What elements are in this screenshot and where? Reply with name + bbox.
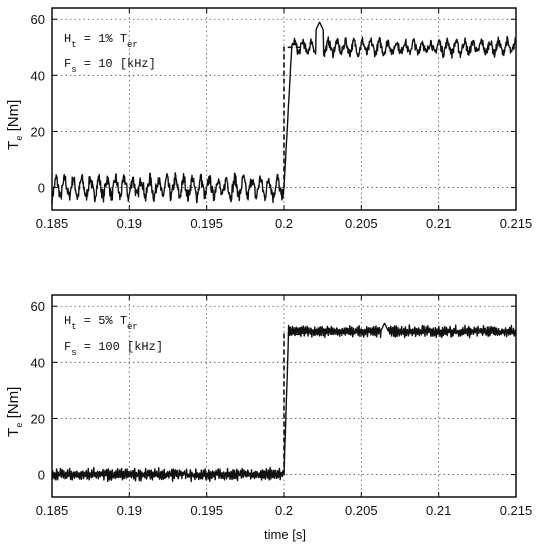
legend-annotation: Ht = 1% Ter Fs = 10 [kHz] [64,32,156,75]
tick-labels: 0.185 0.19 0.195 0.2 0.205 0.21 0.215 0 20 40 60 [31,299,533,518]
legend-annotation: Ht = 5% Ter Fs = 100 [kHz] [64,314,163,358]
y-axis-label: Te[Nm] [5,387,25,437]
actual-torque-line [51,21,517,205]
annotation-line-2: Fs = 100 [kHz] [64,340,163,358]
chart-panel-top: 0.185 0.19 0.195 0.2 0.205 0.21 0.215 0 20 40 60 T… [5,7,533,231]
grid-lines [52,8,516,210]
x-tick-label: 0.195 [190,503,223,518]
x-tick-label: 0.215 [500,503,533,518]
y-tick-label: 20 [31,124,45,139]
x-axis-label: time [s] [264,527,306,542]
annotation-line-2: Fs = 10 [kHz] [64,57,156,75]
y-axis-label: Te[Nm] [5,100,25,150]
reference-torque-line [283,46,303,188]
y-tick-label: 0 [38,468,45,483]
tick-marks [51,8,517,210]
x-tick-label: 0.215 [500,216,533,231]
x-tick-label: 0.21 [426,503,451,518]
x-tick-label: 0.2 [275,216,293,231]
y-tick-label: 40 [31,355,45,370]
x-tick-label: 0.205 [345,216,378,231]
x-tick-label: 0.21 [426,216,451,231]
y-tick-label: 60 [31,299,45,314]
chart-panel-bottom: 0.185 0.19 0.195 0.2 0.205 0.21 0.215 0 20 40 60 T… [5,294,533,542]
tick-labels: 0.185 0.19 0.195 0.2 0.205 0.21 0.215 0 20 40 60 [31,12,533,231]
x-tick-label: 0.19 [117,216,142,231]
x-tick-label: 0.19 [117,503,142,518]
y-tick-label: 20 [31,411,45,426]
x-tick-label: 0.205 [345,503,378,518]
annotation-line-1: Ht = 5% Ter [64,314,138,332]
annotation-line-1: Ht = 1% Ter [64,32,138,50]
y-tick-label: 60 [31,12,45,27]
x-tick-label: 0.185 [36,216,69,231]
x-tick-label: 0.2 [275,503,293,518]
y-tick-label: 40 [31,68,45,83]
tick-marks [51,295,517,497]
actual-torque-line [51,322,517,483]
x-tick-label: 0.195 [190,216,223,231]
series-layer [51,322,517,483]
x-tick-label: 0.185 [36,503,69,518]
y-tick-label: 0 [38,181,45,196]
reference-torque-line [283,333,303,475]
series-layer [51,21,517,205]
